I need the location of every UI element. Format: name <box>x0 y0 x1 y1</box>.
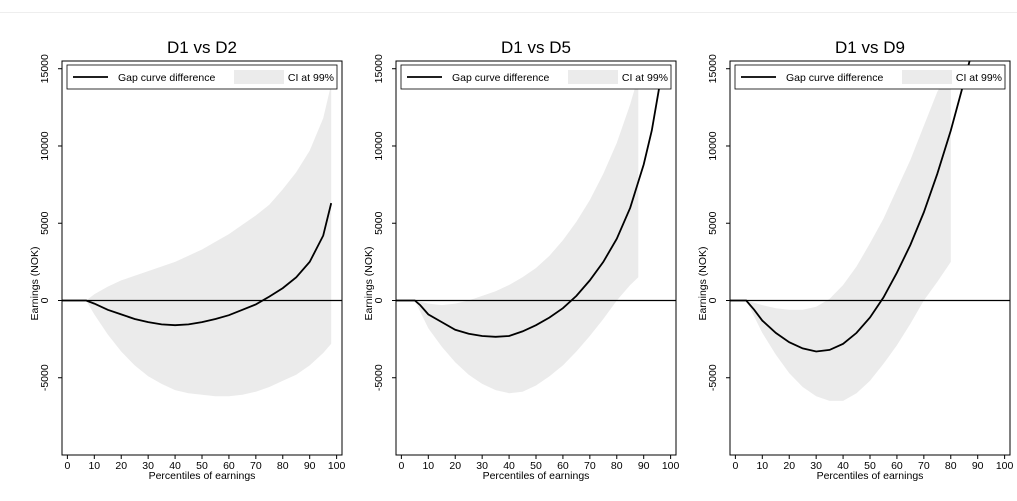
x-tick-label: 60 <box>223 460 235 472</box>
x-tick-label: 40 <box>169 460 181 472</box>
legend-label-ci: CI at 99% <box>288 72 334 84</box>
legend-label-gap-curve: Gap curve difference <box>118 72 215 84</box>
x-tick-label: 70 <box>584 460 596 472</box>
legend: Gap curve difference CI at 99% <box>400 64 672 90</box>
gap-curve-difference-line <box>396 84 661 338</box>
x-axis-label: Percentiles of earnings <box>483 470 590 482</box>
y-axis-label: Earnings (NOK) <box>363 246 375 320</box>
x-tick-label: 90 <box>972 460 984 472</box>
y-tick-label: 0 <box>39 297 51 303</box>
legend-band-swatch <box>902 70 952 84</box>
y-tick-label: 10000 <box>707 131 719 160</box>
x-tick-label: 30 <box>810 460 822 472</box>
y-tick-label: 15000 <box>373 54 385 83</box>
x-axis-label: Percentiles of earnings <box>149 470 256 482</box>
legend-label-gap-curve: Gap curve difference <box>786 72 883 84</box>
x-tick-label: 100 <box>662 460 680 472</box>
confidence-band <box>414 76 639 394</box>
x-tick-label: 10 <box>756 460 768 472</box>
y-tick-label: 5000 <box>373 211 385 235</box>
y-tick-label: 15000 <box>39 54 51 83</box>
x-tick-label: 10 <box>422 460 434 472</box>
y-tick-label: 5000 <box>707 211 719 235</box>
gap-curve-difference-line <box>730 60 971 353</box>
x-tick-label: 0 <box>64 460 70 472</box>
legend-frame <box>400 64 672 90</box>
x-tick-label: 80 <box>945 460 957 472</box>
chart-panel-1: Gap curve difference CI at 99% 0 10 20 30 40 50… <box>29 30 346 482</box>
x-tick-label: 60 <box>891 460 903 472</box>
y-tick-label: 5000 <box>39 211 51 235</box>
x-tick-label: 40 <box>503 460 515 472</box>
x-tick-label: 90 <box>638 460 650 472</box>
y-tick-label: 15000 <box>707 54 719 83</box>
plot-clip-mask <box>395 30 677 61</box>
y-tick-label: 0 <box>373 297 385 303</box>
legend-frame <box>66 64 338 90</box>
y-tick-label: 0 <box>707 297 719 303</box>
x-tick-label: 20 <box>783 460 795 472</box>
x-tick-label: 30 <box>142 460 154 472</box>
chart-title: D1 vs D9 <box>835 38 905 57</box>
y-tick-label: -5000 <box>39 364 51 391</box>
top-divider <box>0 12 1017 13</box>
x-tick-label: 100 <box>328 460 346 472</box>
y-axis-label: Earnings (NOK) <box>697 246 709 320</box>
chart-panel-3: Gap curve difference CI at 99% 0 10 20 30 40 50… <box>697 30 1014 482</box>
x-tick-label: 50 <box>196 460 208 472</box>
x-tick-label: 90 <box>304 460 316 472</box>
y-tick-label: -5000 <box>707 364 719 391</box>
x-tick-label: 100 <box>996 460 1014 472</box>
x-tick-label: 20 <box>449 460 461 472</box>
x-tick-label: 0 <box>398 460 404 472</box>
legend-label-gap-curve: Gap curve difference <box>452 72 549 84</box>
confidence-band <box>746 68 951 401</box>
x-tick-label: 60 <box>557 460 569 472</box>
y-axis-label: Earnings (NOK) <box>29 246 41 320</box>
x-axis-label: Percentiles of earnings <box>817 470 924 482</box>
x-tick-label: 10 <box>88 460 100 472</box>
gap-curve-difference-line <box>62 202 333 327</box>
x-tick-label: 70 <box>250 460 262 472</box>
plot-clip-mask <box>61 30 343 61</box>
x-tick-label: 20 <box>115 460 127 472</box>
legend-band-swatch <box>568 70 618 84</box>
legend: Gap curve difference CI at 99% <box>734 64 1006 90</box>
confidence-band <box>86 84 332 397</box>
x-tick-label: 30 <box>476 460 488 472</box>
x-tick-label: 0 <box>732 460 738 472</box>
y-tick-label: 10000 <box>39 131 51 160</box>
chart-panel-2: Gap curve difference CI at 99% 0 10 20 30 40 50… <box>363 30 680 482</box>
plot-clip-mask <box>729 30 1011 61</box>
chart-title: D1 vs D5 <box>501 38 571 57</box>
x-tick-label: 80 <box>611 460 623 472</box>
x-tick-label: 40 <box>837 460 849 472</box>
legend: Gap curve difference CI at 99% <box>66 64 338 90</box>
x-tick-label: 80 <box>277 460 289 472</box>
x-tick-label: 50 <box>864 460 876 472</box>
y-tick-label: 10000 <box>373 131 385 160</box>
chart-title: D1 vs D2 <box>167 38 237 57</box>
x-tick-label: 50 <box>530 460 542 472</box>
x-tick-label: 70 <box>918 460 930 472</box>
legend-label-ci: CI at 99% <box>622 72 668 84</box>
y-tick-label: -5000 <box>373 364 385 391</box>
legend-frame <box>734 64 1006 90</box>
legend-label-ci: CI at 99% <box>956 72 1002 84</box>
legend-band-swatch <box>234 70 284 84</box>
